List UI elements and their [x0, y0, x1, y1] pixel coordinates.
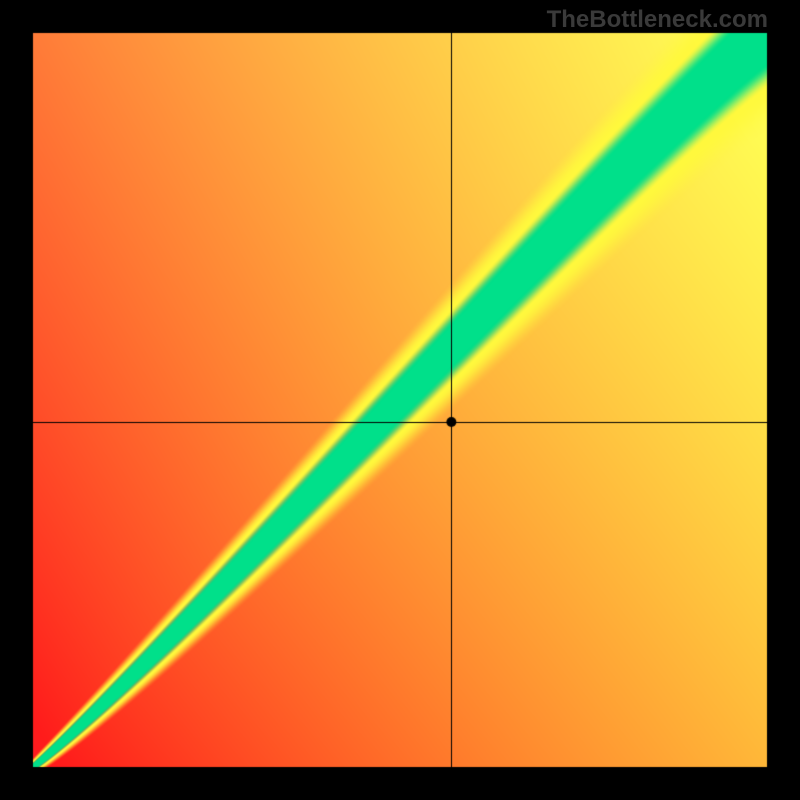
bottleneck-heatmap: [0, 0, 800, 800]
chart-container: TheBottleneck.com: [0, 0, 800, 800]
watermark-text: TheBottleneck.com: [547, 6, 768, 34]
